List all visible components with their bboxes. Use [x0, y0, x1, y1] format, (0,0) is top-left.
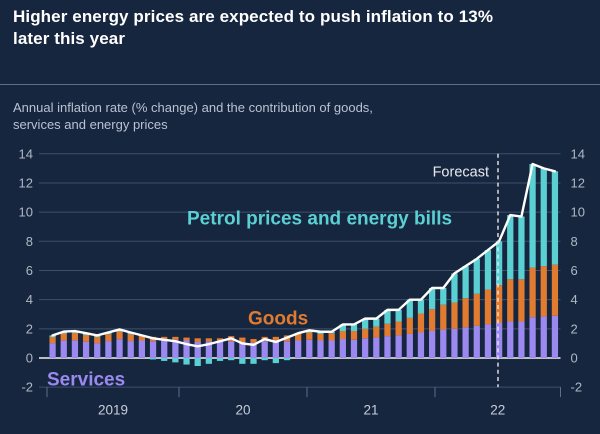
svg-text:Petrol prices and energy bills: Petrol prices and energy bills: [187, 209, 452, 230]
svg-text:Goods: Goods: [248, 309, 308, 330]
svg-text:6: 6: [26, 263, 33, 278]
svg-text:14: 14: [19, 146, 33, 161]
svg-text:21: 21: [363, 403, 378, 418]
svg-text:0: 0: [26, 351, 33, 366]
svg-text:10: 10: [571, 205, 585, 220]
svg-text:8: 8: [571, 234, 578, 249]
svg-text:6: 6: [571, 263, 578, 278]
svg-text:2: 2: [571, 321, 578, 336]
svg-text:8: 8: [26, 234, 33, 249]
svg-text:10: 10: [19, 205, 33, 220]
svg-text:4: 4: [26, 292, 33, 307]
svg-text:4: 4: [571, 292, 578, 307]
svg-text:12: 12: [571, 175, 585, 190]
svg-text:2: 2: [26, 321, 33, 336]
svg-text:14: 14: [571, 146, 585, 161]
svg-text:Forecast: Forecast: [433, 165, 489, 181]
svg-text:-2: -2: [571, 380, 583, 395]
svg-text:-2: -2: [21, 380, 33, 395]
svg-text:20: 20: [235, 403, 250, 418]
svg-text:2019: 2019: [98, 403, 128, 418]
svg-text:12: 12: [19, 175, 33, 190]
svg-text:Services: Services: [47, 370, 125, 391]
svg-text:22: 22: [490, 403, 505, 418]
svg-text:0: 0: [571, 351, 578, 366]
